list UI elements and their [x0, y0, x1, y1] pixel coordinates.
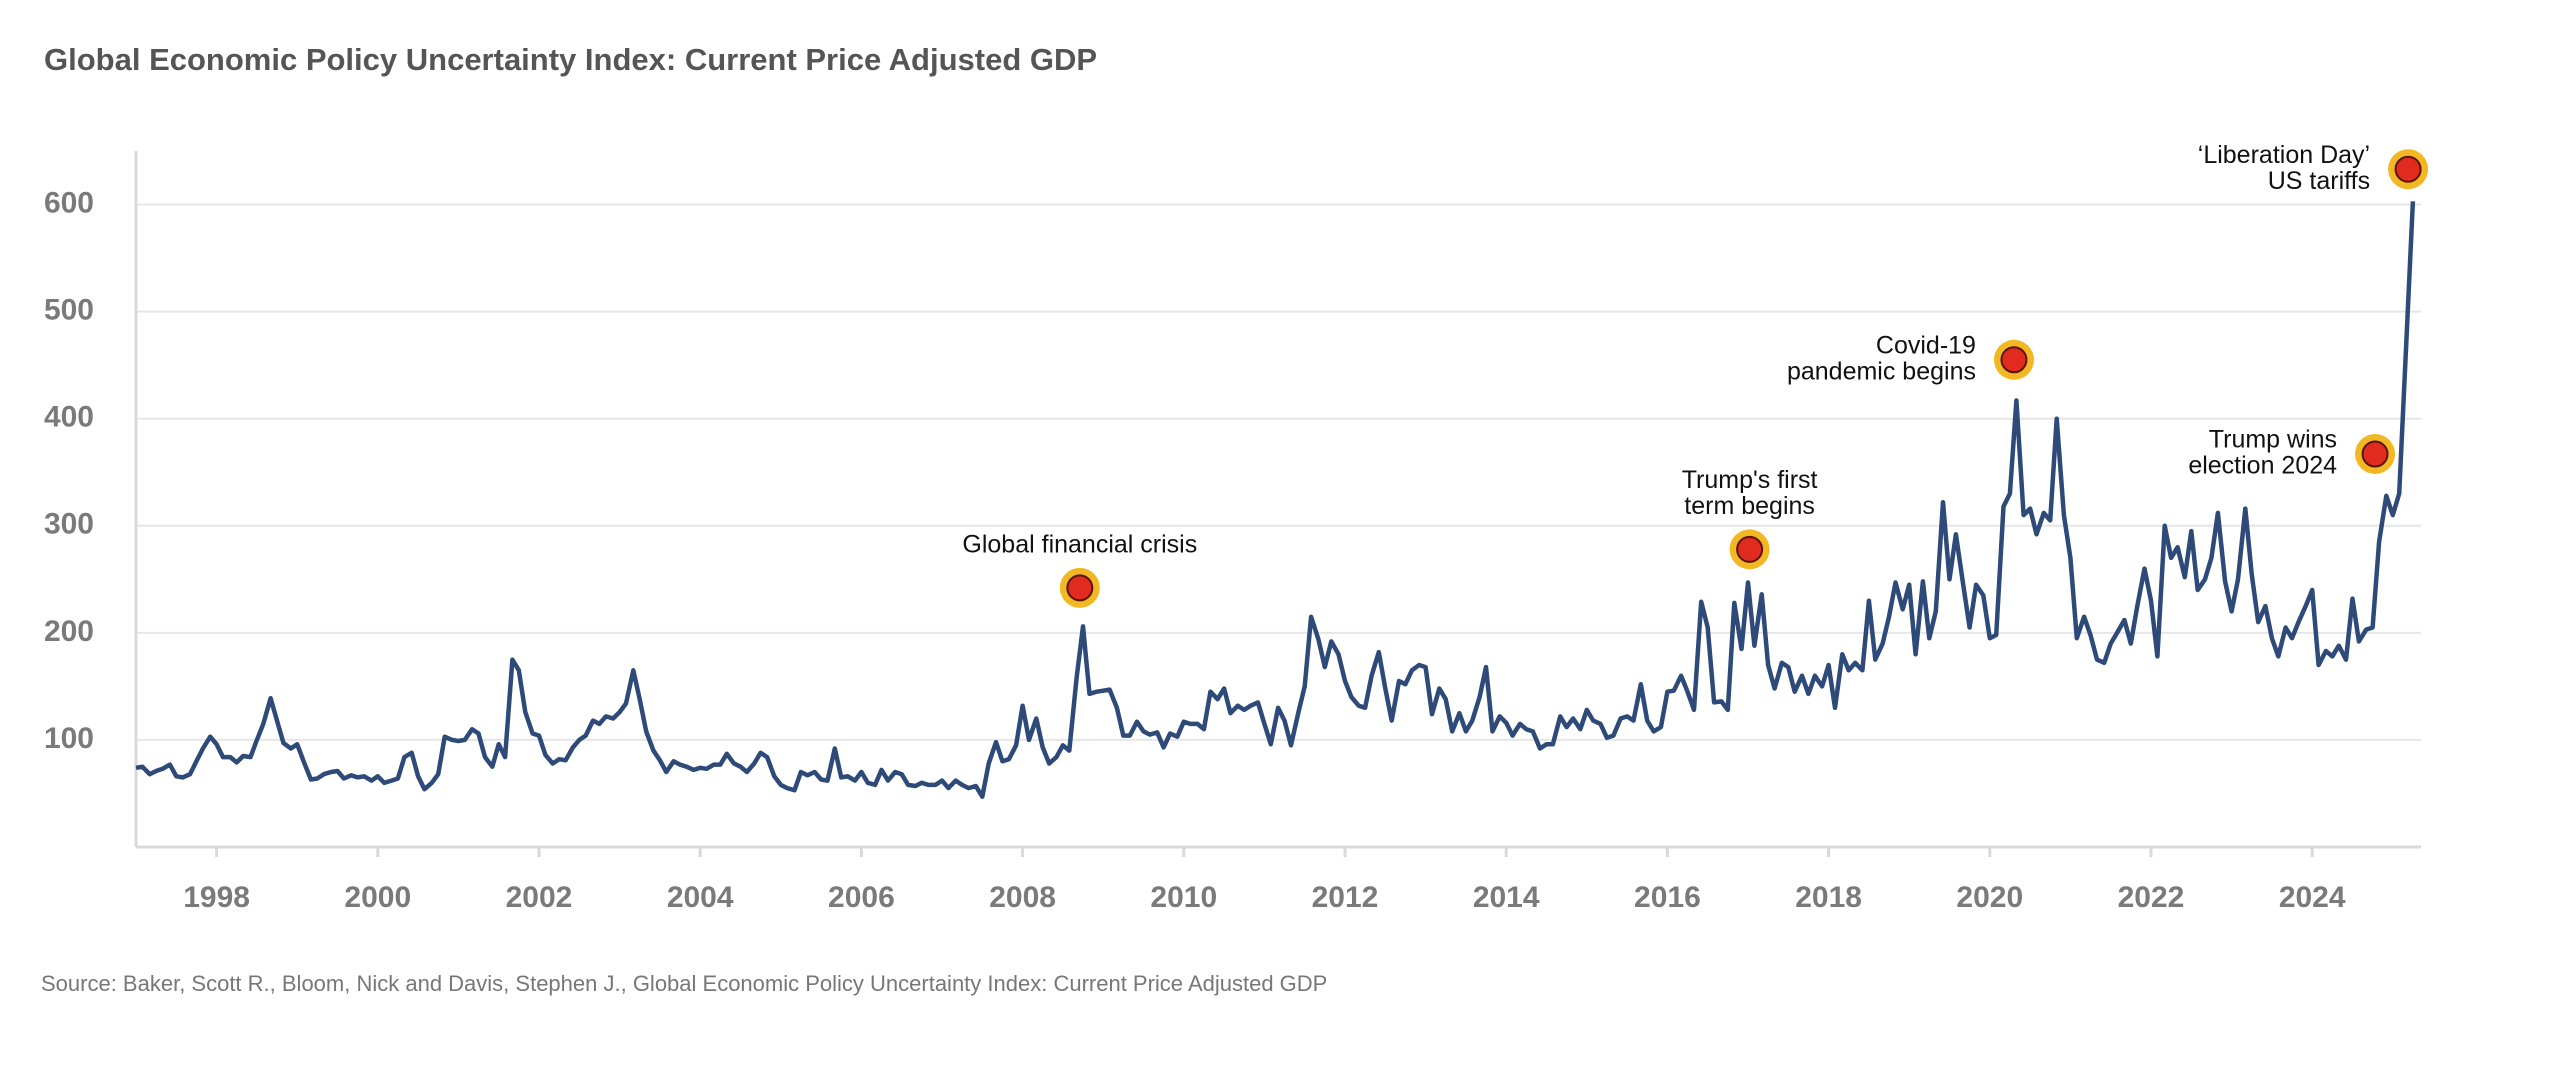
- x-tick-label: 2008: [989, 881, 1056, 914]
- annotation-text: Trump wins: [2209, 426, 2337, 454]
- y-tick-label: 200: [44, 615, 94, 648]
- x-tick-label: 2006: [828, 881, 895, 914]
- x-tick-label: 2002: [506, 881, 573, 914]
- annotation-text: election 2024: [2188, 452, 2337, 480]
- event-marker: [2361, 440, 2389, 468]
- y-tick-label: 500: [44, 294, 94, 327]
- annotation-text: pandemic begins: [1787, 357, 1976, 385]
- x-tick-label: 1998: [183, 881, 250, 914]
- annotation-text: US tariffs: [2268, 167, 2370, 195]
- chart-title: Global Economic Policy Uncertainty Index…: [44, 42, 1097, 77]
- x-tick-label: 2014: [1473, 881, 1540, 914]
- annotation-text: ‘Liberation Day’: [2198, 141, 2370, 169]
- source-note: Source: Baker, Scott R., Bloom, Nick and…: [41, 971, 1327, 996]
- x-tick-label: 2022: [2118, 881, 2185, 914]
- y-tick-label: 600: [44, 186, 94, 219]
- x-tick-label: 2020: [1956, 881, 2023, 914]
- x-tick-label: 2018: [1795, 881, 1862, 914]
- annotation-text: Trump's first: [1682, 466, 1818, 494]
- event-marker: [2394, 155, 2422, 183]
- x-tick-label: 2010: [1150, 881, 1217, 914]
- y-tick-label: 300: [44, 508, 94, 541]
- data-line: [135, 201, 2416, 799]
- x-tick-label: 2024: [2279, 881, 2346, 914]
- y-tick-label: 400: [44, 401, 94, 434]
- x-tick-label: 2004: [667, 881, 734, 914]
- annotation-text: Global financial crisis: [962, 530, 1197, 558]
- annotation-text: term begins: [1684, 492, 1815, 520]
- event-marker: [2000, 346, 2028, 374]
- x-tick-label: 2000: [344, 881, 411, 914]
- event-marker: [1066, 574, 1094, 602]
- x-tick-label: 2016: [1634, 881, 1701, 914]
- event-marker: [1736, 535, 1764, 563]
- annotation-text: Covid-19: [1876, 331, 1976, 359]
- y-tick-label: 100: [44, 722, 94, 755]
- x-tick-label: 2012: [1312, 881, 1379, 914]
